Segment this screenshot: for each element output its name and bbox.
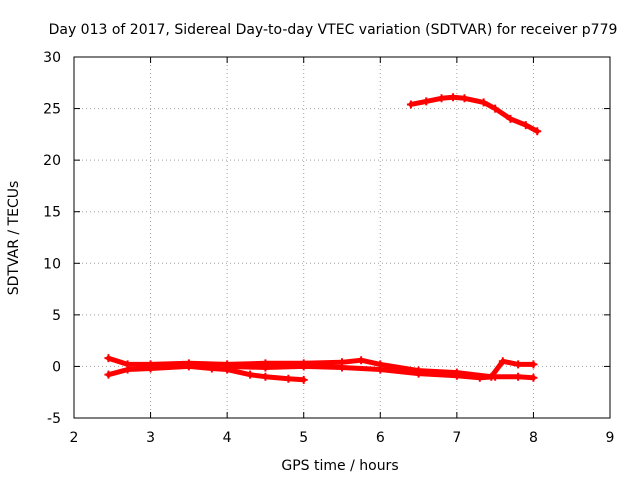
- x-tick-labels: 2 3 4 5 6 7 8 9: [70, 430, 615, 446]
- data-point: [491, 372, 500, 381]
- y-axis-label: SDTVAR / TECUs: [6, 181, 22, 296]
- y-tick-labels: -5 0 5 10 15 20 25 30: [43, 50, 61, 427]
- data-point: [406, 100, 415, 109]
- data-point: [104, 354, 113, 363]
- x-tick-label: 6: [376, 430, 385, 446]
- data-point: [479, 98, 488, 107]
- y-tick-label: 5: [52, 308, 61, 324]
- series-upper-arc: [408, 94, 540, 134]
- data-point: [123, 365, 132, 374]
- data-point: [261, 372, 270, 381]
- data-point: [376, 365, 385, 374]
- data-point: [475, 373, 484, 382]
- y-tick-label: 10: [43, 256, 61, 272]
- x-axis-label: GPS time / hours: [281, 458, 398, 474]
- plot-frame: [73, 56, 611, 419]
- y-tick-label: 20: [43, 153, 61, 169]
- data-point: [261, 363, 270, 372]
- data-point: [521, 121, 530, 130]
- data-point: [357, 356, 366, 365]
- x-tick-label: 4: [223, 430, 232, 446]
- data-point: [299, 375, 308, 384]
- axis-ticks: [73, 56, 611, 419]
- x-tick-label: 9: [606, 430, 615, 446]
- y-tick-label: 0: [52, 359, 61, 375]
- x-tick-label: 5: [299, 430, 308, 446]
- data-point: [223, 362, 232, 371]
- y-tick-label: 25: [43, 102, 61, 118]
- data-point: [338, 363, 346, 372]
- y-tick-label: 30: [43, 50, 61, 66]
- data-point: [207, 364, 216, 373]
- series-near-zero-track-b: [106, 363, 307, 383]
- data-point: [514, 372, 523, 381]
- data-point: [533, 127, 542, 136]
- x-tick-label: 7: [452, 430, 461, 446]
- series-near-zero-track-a: [106, 355, 536, 380]
- data-point: [491, 104, 500, 113]
- data-point: [437, 94, 446, 103]
- data-point: [506, 114, 515, 123]
- data-point: [184, 362, 193, 371]
- data-point: [104, 370, 113, 379]
- data-series: [104, 93, 542, 384]
- data-point: [422, 97, 431, 106]
- chart-title: Day 013 of 2017, Sidereal Day-to-day VTE…: [49, 22, 618, 38]
- x-tick-label: 2: [70, 430, 79, 446]
- y-tick-label: -5: [47, 411, 61, 427]
- data-point: [529, 360, 538, 369]
- y-tick-label: 15: [43, 205, 61, 221]
- x-tick-label: 8: [529, 430, 538, 446]
- data-point: [452, 371, 461, 380]
- data-point: [449, 93, 458, 102]
- data-point: [514, 360, 523, 369]
- data-point: [498, 357, 507, 366]
- data-point: [529, 373, 538, 382]
- data-point: [146, 364, 155, 373]
- data-point: [299, 362, 308, 371]
- data-point: [246, 370, 255, 379]
- data-point: [414, 369, 423, 378]
- x-tick-label: 3: [146, 430, 155, 446]
- data-point: [460, 94, 469, 103]
- data-point: [284, 374, 293, 383]
